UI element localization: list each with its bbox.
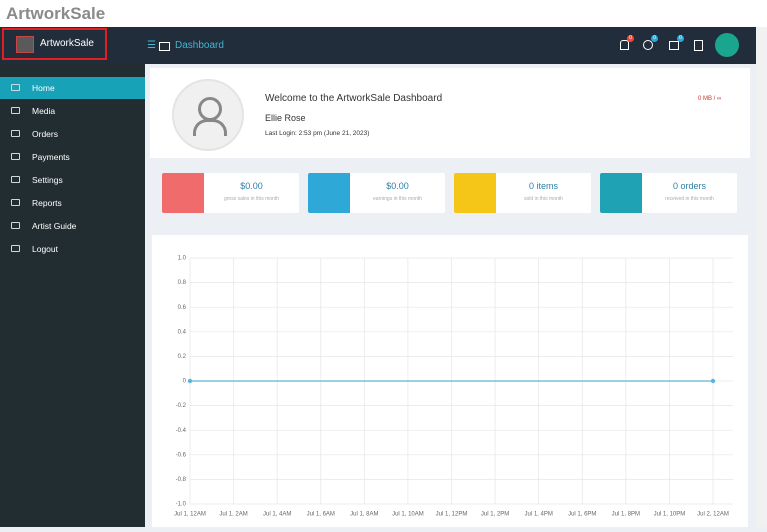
scrollbar[interactable] bbox=[756, 27, 767, 527]
stat-card: $0.00 gross sales in this month bbox=[162, 173, 299, 213]
sidebar-icon bbox=[11, 176, 20, 183]
y-tick-label: -0.4 bbox=[176, 428, 187, 434]
y-tick-label: 1.0 bbox=[178, 256, 187, 262]
x-tick-label: Jul 1, 10PM bbox=[654, 512, 686, 518]
breadcrumb[interactable]: Dashboard bbox=[175, 40, 224, 51]
sidebar-icon bbox=[11, 199, 20, 206]
x-tick-label: Jul 2, 12AM bbox=[697, 512, 729, 518]
sidebar-item[interactable]: Orders bbox=[0, 123, 145, 145]
welcome-card: Welcome to the ArtworkSale Dashboard Ell… bbox=[150, 68, 750, 158]
x-tick-label: Jul 1, 2AM bbox=[219, 512, 247, 518]
x-tick-label: Jul 1, 6AM bbox=[307, 512, 335, 518]
chart: 1.0 0.8 0.6 0.4 0.2 0 -0.2 -0.4 -0.6 -0.8 -1.0 Jul … bbox=[174, 256, 733, 518]
point bbox=[710, 378, 716, 384]
highlight-box bbox=[2, 28, 107, 60]
y-tick-label: 0.8 bbox=[178, 280, 187, 286]
x-tick-label: Jul 1, 12AM bbox=[174, 512, 206, 518]
brand-logo bbox=[16, 36, 34, 53]
sidebar-icon bbox=[11, 222, 20, 229]
y-tick-label: -0.8 bbox=[176, 477, 187, 483]
stat-label: gross sales in this month bbox=[223, 196, 280, 202]
badge: 0 bbox=[677, 35, 684, 42]
stat-icon bbox=[308, 173, 350, 213]
badge: 0 bbox=[627, 35, 634, 42]
y-tick-label: -0.2 bbox=[176, 403, 187, 409]
x-tick-label: Jul 1, 4PM bbox=[524, 512, 552, 518]
x-tick-label: Jul 1, 12PM bbox=[436, 512, 468, 518]
avatar-body bbox=[193, 119, 227, 136]
stat-icon bbox=[600, 173, 642, 213]
sidebar-item[interactable]: Settings bbox=[0, 169, 145, 191]
y-tick-label: 0 bbox=[183, 379, 187, 385]
help-icon[interactable] bbox=[643, 40, 653, 50]
x-tick-label: Jul 1, 6PM bbox=[568, 512, 596, 518]
sidebar-item[interactable]: Reports bbox=[0, 192, 145, 214]
x-tick-label: Jul 1, 8AM bbox=[350, 512, 378, 518]
stat-value: $0.00 bbox=[386, 181, 409, 191]
user-avatar[interactable] bbox=[715, 33, 739, 57]
book-icon[interactable] bbox=[694, 40, 703, 51]
announce-icon[interactable] bbox=[669, 41, 679, 50]
stat-label: sold in this month bbox=[524, 196, 563, 202]
y-tick-label: 0.6 bbox=[178, 305, 187, 311]
sidebar-icon bbox=[11, 130, 20, 137]
sidebar-icon bbox=[11, 245, 20, 252]
x-tick-label: Jul 1, 8PM bbox=[612, 512, 640, 518]
sidebar-icon bbox=[11, 84, 20, 91]
sidebar-item[interactable]: Home bbox=[0, 77, 145, 99]
point bbox=[187, 378, 193, 384]
sidebar-item[interactable]: Media bbox=[0, 100, 145, 122]
window-title: ArtworkSale bbox=[6, 4, 106, 23]
welcome-heading: Welcome to the ArtworkSale Dashboard bbox=[265, 93, 443, 104]
x-tick-label: Jul 1, 4AM bbox=[263, 512, 291, 518]
sidebar-item[interactable]: Payments bbox=[0, 146, 145, 168]
sidebar bbox=[0, 64, 145, 527]
sidebar-icon bbox=[11, 107, 20, 114]
badge: 0 bbox=[651, 35, 658, 42]
stat-value: 0 items bbox=[528, 181, 558, 191]
stat-value: 0 orders bbox=[672, 181, 707, 191]
sidebar-item[interactable]: Artist Guide bbox=[0, 215, 145, 237]
user-name: Ellie Rose bbox=[265, 113, 306, 123]
storage: 0 MB / ∞ bbox=[698, 96, 722, 102]
sidebar-icon bbox=[11, 153, 20, 160]
profile-avatar bbox=[172, 79, 244, 151]
bell-icon[interactable] bbox=[620, 40, 629, 50]
window-bar bbox=[0, 0, 767, 27]
stat-icon bbox=[454, 173, 496, 213]
last-login: Last Login: 2:53 pm (June 21, 2023) bbox=[265, 130, 370, 137]
avatar-head bbox=[198, 97, 222, 121]
sidebar-item[interactable]: Logout bbox=[0, 238, 145, 260]
stat-icon bbox=[162, 173, 204, 213]
x-tick-label: Jul 1, 10AM bbox=[392, 512, 424, 518]
stat-label: earnings in this month bbox=[373, 196, 422, 202]
stat-label: received in this month bbox=[665, 196, 714, 202]
navbar bbox=[0, 27, 767, 64]
stat-card: 0 items sold in this month bbox=[454, 173, 591, 213]
stat-card: 0 orders received in this month bbox=[600, 173, 737, 213]
stat-card: $0.00 earnings in this month bbox=[308, 173, 445, 213]
y-tick-label: -1.0 bbox=[176, 502, 187, 508]
y-tick-label: -0.6 bbox=[176, 452, 187, 458]
brand-name[interactable]: ArtworkSale bbox=[40, 38, 94, 49]
dashboard-icon bbox=[159, 42, 170, 51]
y-tick-label: 0.4 bbox=[178, 329, 187, 335]
menu-toggle[interactable]: ☰ bbox=[147, 40, 156, 51]
chart-card: 1.0 0.8 0.6 0.4 0.2 0 -0.2 -0.4 -0.6 -0.8 -1.0 Jul … bbox=[152, 235, 748, 527]
x-tick-label: Jul 1, 2PM bbox=[481, 512, 509, 518]
y-tick-label: 0.2 bbox=[178, 354, 187, 360]
stat-value: $0.00 bbox=[240, 181, 263, 191]
